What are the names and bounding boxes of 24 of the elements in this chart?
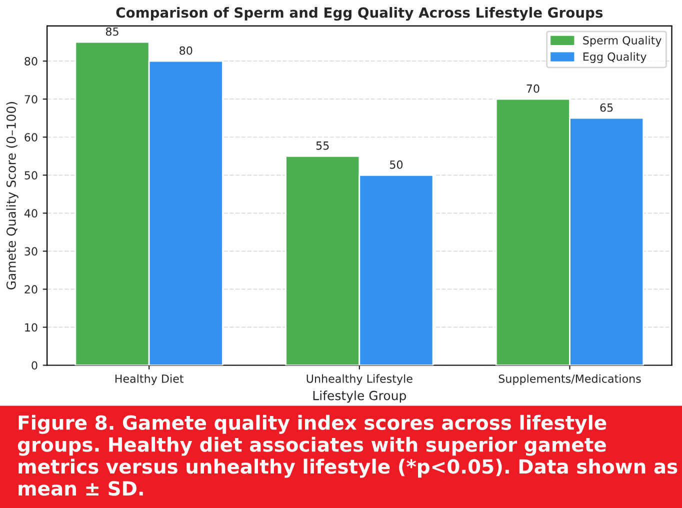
y-tick-label: 40 bbox=[24, 209, 38, 218]
data-label: 70 bbox=[526, 84, 540, 93]
data-label: 50 bbox=[390, 160, 403, 169]
legend-label: Sperm Quality bbox=[583, 36, 662, 47]
y-tick-label: 20 bbox=[24, 285, 38, 294]
y-tick-label: 80 bbox=[24, 57, 38, 66]
y-tick-label: 30 bbox=[24, 247, 38, 256]
y-tick-label: 70 bbox=[24, 95, 38, 104]
x-axis-title: Lifestyle Group bbox=[313, 390, 406, 403]
legend-label: Egg Quality bbox=[583, 52, 646, 63]
x-tick-label: Healthy Diet bbox=[115, 374, 184, 386]
data-label: 80 bbox=[180, 46, 192, 55]
chart-title: Comparison of Sperm and Egg Quality Across Lifestyle Groups bbox=[116, 7, 603, 21]
y-tick-label: 10 bbox=[25, 323, 38, 332]
data-label: 85 bbox=[106, 27, 118, 36]
y-tick-label: 50 bbox=[24, 171, 38, 180]
y-axis-title: Gamete Quality Score (0–100) bbox=[6, 102, 18, 290]
x-tick-label: Supplements/Medications bbox=[498, 374, 641, 386]
y-tick-label: 0 bbox=[32, 361, 38, 370]
caption: Figure 8. Gamete quality index scores across lifestyle groups. Healthy diet associates with superior gamete metrics versus unhealthy lifestyle (*p<0.05). Data shown as mean ± SD. bbox=[18, 414, 678, 496]
x-tick-label: Unhealthy Lifestyle bbox=[306, 374, 412, 386]
data-label: 55 bbox=[316, 142, 329, 150]
y-tick-label: 60 bbox=[24, 133, 38, 142]
data-label: 65 bbox=[600, 103, 613, 112]
